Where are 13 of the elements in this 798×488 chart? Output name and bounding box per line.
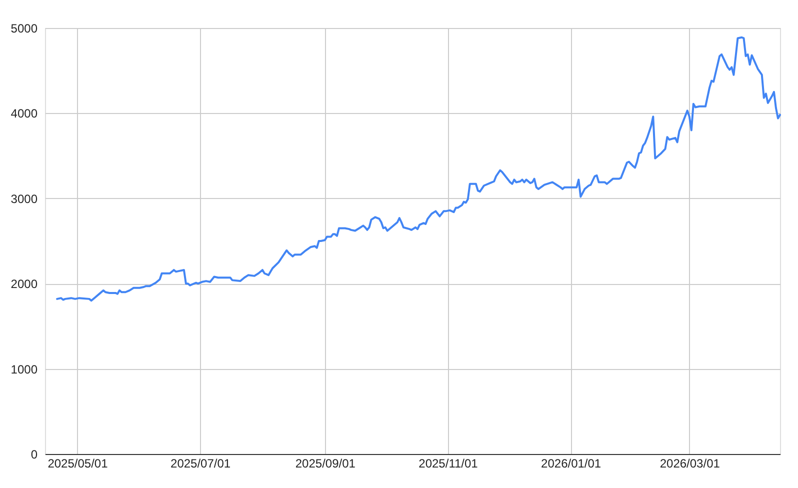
x-tick-label: 2026/01/01: [541, 456, 602, 470]
y-tick-label: 4000: [10, 106, 38, 121]
y-tick-label: 2000: [10, 277, 38, 292]
x-tick-label: 2025/05/01: [48, 456, 108, 470]
y-tick-label: 5000: [10, 22, 38, 36]
x-tick-label: 2025/07/01: [170, 456, 231, 470]
line-series: [56, 36, 781, 302]
x-tick-label: 2026/03/01: [660, 456, 720, 470]
y-tick-label: 0: [30, 448, 38, 462]
x-tick-label: 2025/11/01: [418, 456, 478, 470]
x-tick-label: 2025/09/01: [295, 456, 356, 470]
y-tick-label: 1000: [10, 362, 38, 376]
y-tick-label: 3000: [10, 192, 38, 206]
